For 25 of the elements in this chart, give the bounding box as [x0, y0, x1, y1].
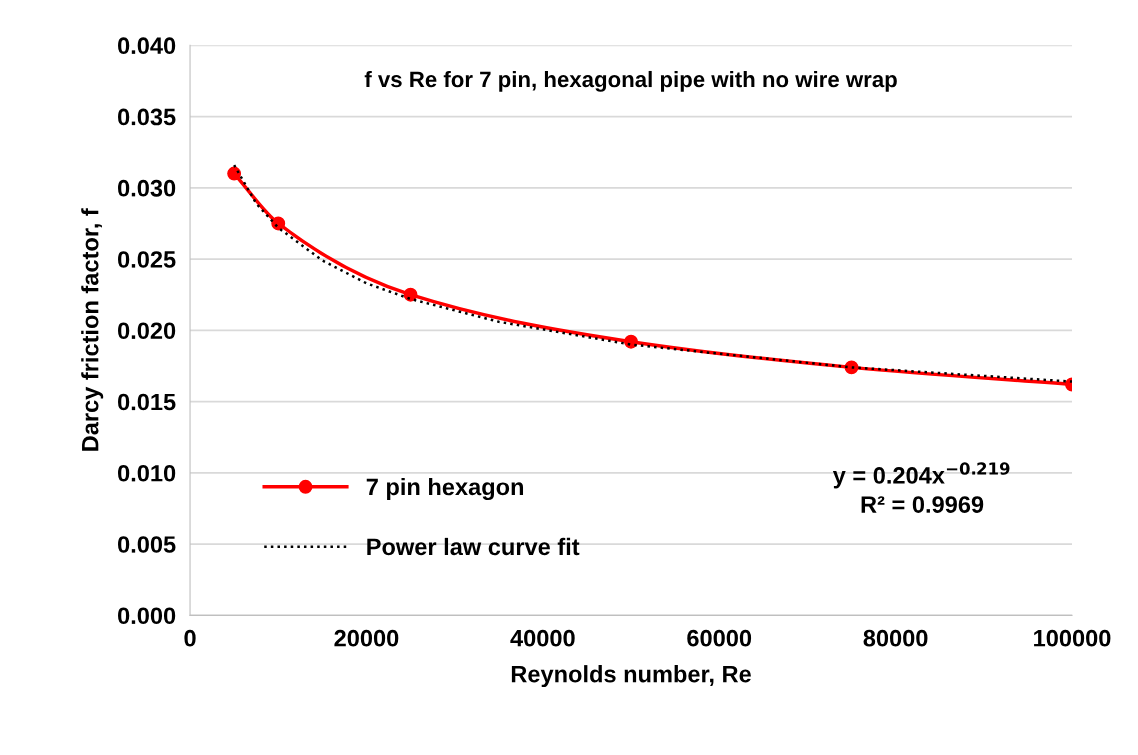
legend-label: 7 pin hexagon — [366, 477, 524, 501]
point — [227, 166, 242, 181]
x-tick-label: 80000 — [863, 629, 928, 647]
text: f vs Re for 7 pin, hexagonal pipe with no wire wrap — [364, 70, 897, 92]
point — [403, 287, 418, 302]
legend-label: Power law curve fit — [367, 537, 580, 556]
point — [624, 334, 638, 349]
x-tick-label: 20000 — [334, 629, 399, 647]
y-tick-label: 0.035 — [118, 108, 176, 126]
y-tick-label: 0.015 — [118, 393, 176, 411]
point — [271, 216, 286, 231]
y-tick-label: 0.005 — [118, 536, 176, 553]
x-tick-label: 100000 — [1034, 629, 1111, 647]
x-tick-label: 60000 — [687, 629, 752, 647]
y-tick-label: 0.020 — [118, 322, 176, 340]
x-axis-title: Reynolds number, Re — [511, 665, 751, 688]
y-tick-label: 0.010 — [118, 464, 176, 482]
y-tick-label: 0.030 — [118, 179, 176, 197]
y-tick-label: 0.000 — [118, 607, 176, 625]
x-tick-label: 40000 — [510, 629, 575, 647]
y-tick-label: 0.040 — [118, 37, 176, 55]
text: y = 0.204x$^{−0.219}$ R² = 0.9969 — [832, 462, 1010, 513]
y-axis-title: Darcy friction factor, f — [81, 208, 104, 451]
y-tick-label: 0.025 — [118, 251, 176, 268]
x-tick-label: 0 — [184, 629, 196, 647]
